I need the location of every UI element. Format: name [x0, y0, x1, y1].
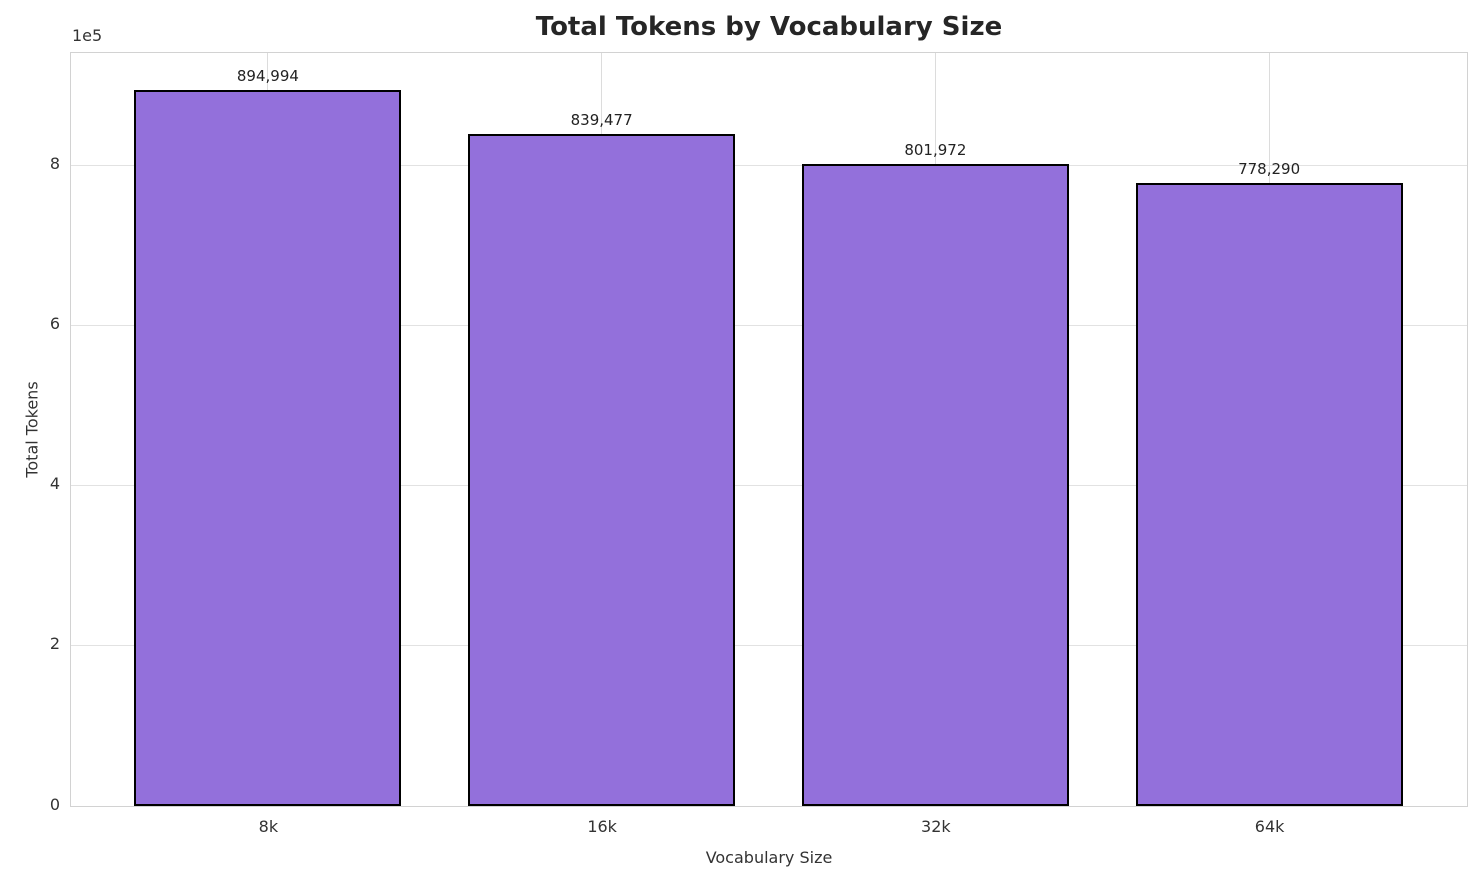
horizontal-gridline	[71, 644, 1467, 646]
y-tick-label: 6	[49, 314, 60, 334]
x-tick-label-32k: 32k	[921, 817, 951, 836]
chart-title: Total Tokens by Vocabulary Size	[535, 12, 1003, 42]
bar-value-label: 839,477	[570, 111, 633, 130]
bar-8k	[134, 89, 402, 806]
y-tick-label: 4	[49, 474, 60, 494]
horizontal-gridline	[71, 324, 1467, 326]
bar-64k	[1135, 183, 1403, 806]
bar-value-label: 778,290	[1238, 160, 1301, 179]
y-tick-label: 8	[49, 154, 60, 174]
y-tick-label: 2	[49, 634, 60, 654]
x-tick-label-64k: 64k	[1254, 817, 1285, 836]
bar-value-label: 894,994	[236, 66, 299, 85]
y-tick-label: 0	[49, 794, 60, 814]
x-axis-label: Vocabulary Size	[705, 848, 833, 867]
plot-area: 894,994 839,477 801,972 778,290	[70, 52, 1468, 807]
y-axis-offset-text: 1e5	[72, 26, 103, 45]
x-tick-label-16k: 16k	[587, 817, 617, 836]
horizontal-gridline	[71, 484, 1467, 486]
bar-32k	[801, 164, 1069, 806]
bar-16k	[468, 134, 736, 806]
horizontal-gridline	[71, 164, 1467, 166]
x-tick-label-8k: 8k	[258, 817, 279, 836]
bar-value-label: 801,972	[904, 141, 967, 160]
